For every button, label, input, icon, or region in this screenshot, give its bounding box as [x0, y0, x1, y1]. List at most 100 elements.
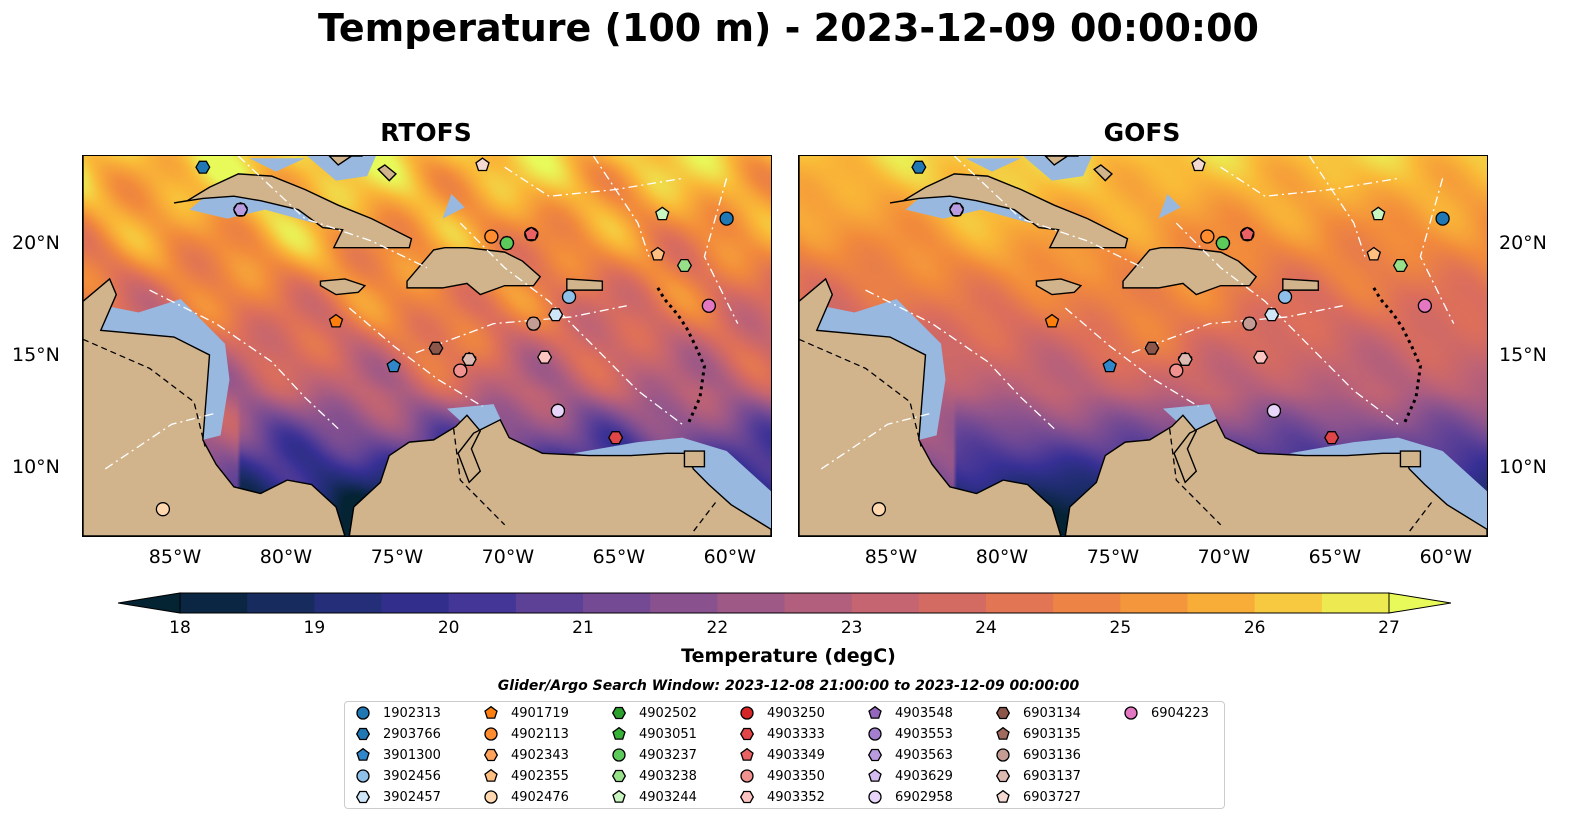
float-marker-4903237: [1215, 236, 1231, 251]
circle-marker-icon: [484, 790, 498, 804]
legend-label: 1902313: [383, 705, 441, 721]
legend-item: 3902457: [353, 787, 441, 807]
legend-marker-4903238: [611, 769, 627, 783]
legend-label: 4903350: [767, 768, 825, 784]
colorbar-bin: [851, 593, 920, 613]
float-marker-1902313: [719, 211, 734, 226]
legend-label: 6904223: [1151, 705, 1209, 721]
legend-marker-4903352: [739, 790, 755, 804]
float-marker-6903727: [475, 157, 490, 172]
hexagon-marker-icon: [739, 727, 755, 741]
float-marker-4903563: [948, 203, 965, 217]
legend-item: 1902313: [353, 703, 441, 723]
colorbar-bin: [314, 593, 382, 613]
legend-marker-3901300: [356, 747, 370, 761]
legend-label: 3902456: [383, 768, 441, 784]
eez-boundary: [1175, 222, 1399, 425]
legend-item: 4903563: [865, 745, 953, 765]
panel-title-rtofs: RTOFS: [380, 118, 472, 147]
legend-item: 6904223: [1121, 703, 1209, 723]
country-border: [692, 502, 717, 532]
shallow-shelf: [799, 278, 946, 440]
land-mass: [1093, 164, 1113, 182]
legend-label: 6903135: [1023, 726, 1081, 742]
colorbar-tick-label: 24: [975, 618, 997, 638]
colorbar-bin: [1053, 593, 1121, 613]
hexagon-marker-icon: [995, 769, 1011, 783]
land-mass: [348, 414, 771, 536]
figure-title: Temperature (100 m) - 2023-12-09 00:00:0…: [317, 6, 1259, 50]
shallow-shelf: [446, 404, 510, 438]
land-mass: [406, 246, 542, 296]
legend-marker-4903350: [740, 769, 754, 783]
legend-marker-3902456: [356, 769, 370, 783]
legend-marker-4902343: [483, 748, 499, 762]
lon-tick-label: 85°W: [148, 546, 202, 568]
float-marker-3901300: [1102, 358, 1117, 373]
legend-item: 4903051: [609, 724, 697, 744]
legend-label: 4901719: [511, 705, 569, 721]
land-mass: [173, 173, 413, 249]
shallow-shelf: [249, 158, 305, 172]
float-marker-6902958: [550, 403, 566, 418]
legend-label: 6903134: [1023, 705, 1081, 721]
colorbar-bin: [448, 593, 517, 613]
legend-marker-6903134: [995, 706, 1011, 720]
legend-marker-6903137: [995, 769, 1011, 783]
float-marker-4902476: [155, 502, 171, 517]
country-border: [1168, 428, 1222, 526]
lon-tick-label: 75°W: [370, 546, 424, 568]
circle-marker-icon: [996, 748, 1010, 762]
land-mass: [566, 278, 604, 291]
land-mass: [377, 164, 397, 182]
legend-item: 4902355: [481, 766, 569, 786]
float-legend: 1902313 2903766 3901300 3902456 3902457 49017…: [344, 701, 1225, 809]
hexagon-marker-icon: [355, 790, 371, 804]
pentagon-marker-icon: [996, 726, 1010, 740]
legend-item: 4902343: [481, 745, 569, 765]
panel-title-gofs: GOFS: [1103, 118, 1181, 147]
float-marker-4903350: [453, 363, 468, 378]
land-mass: [683, 450, 706, 468]
float-marker-4902113: [1200, 229, 1215, 244]
legend-item: 4903238: [609, 766, 697, 786]
lon-tick-label: 70°W: [481, 546, 535, 568]
legend-marker-3902457: [355, 790, 371, 804]
lat-tick-label: 10°N: [12, 455, 60, 478]
country-border: [1408, 502, 1433, 532]
rtofs-map-canvas: [83, 156, 771, 536]
shallow-shelf: [1289, 437, 1487, 530]
colorbar-tick-label: 26: [1243, 618, 1266, 638]
legend-label: 4902355: [511, 768, 569, 784]
circle-marker-icon: [868, 790, 882, 804]
legend-marker-4903244: [612, 789, 626, 803]
colorbar-tick-label: 23: [840, 618, 863, 638]
colorbar: [117, 590, 1452, 620]
legend-label: 4902113: [511, 726, 569, 742]
hexagon-marker-icon: [483, 748, 499, 762]
float-marker-6903136: [526, 316, 541, 331]
legend-marker-4903051: [612, 726, 626, 740]
gofs-map-canvas: [799, 156, 1487, 536]
legend-marker-4902113: [484, 727, 498, 741]
shallow-shelf: [83, 278, 230, 440]
circle-marker-icon: [740, 769, 754, 783]
land-mass: [889, 173, 1129, 249]
shallow-shelf: [1023, 156, 1092, 181]
legend-marker-2903766: [355, 727, 371, 741]
float-marker-3902457: [1264, 308, 1280, 322]
eez-boundary: [104, 412, 217, 470]
legend-item: 6903136: [993, 745, 1081, 765]
eez-boundary: [1308, 156, 1366, 257]
eez-boundary: [1220, 166, 1399, 197]
float-marker-4903563: [232, 203, 249, 217]
land-mass: [319, 278, 367, 296]
eez-boundary: [348, 307, 483, 407]
legend-item: 6903135: [993, 724, 1081, 744]
lon-tick-label: 75°W: [1086, 546, 1140, 568]
legend-item: 4903629: [865, 766, 953, 786]
legend-label: 4903051: [639, 726, 697, 742]
legend-marker-4903629: [868, 768, 882, 782]
legend-label: 4903553: [895, 726, 953, 742]
legend-marker-6903136: [996, 748, 1010, 762]
